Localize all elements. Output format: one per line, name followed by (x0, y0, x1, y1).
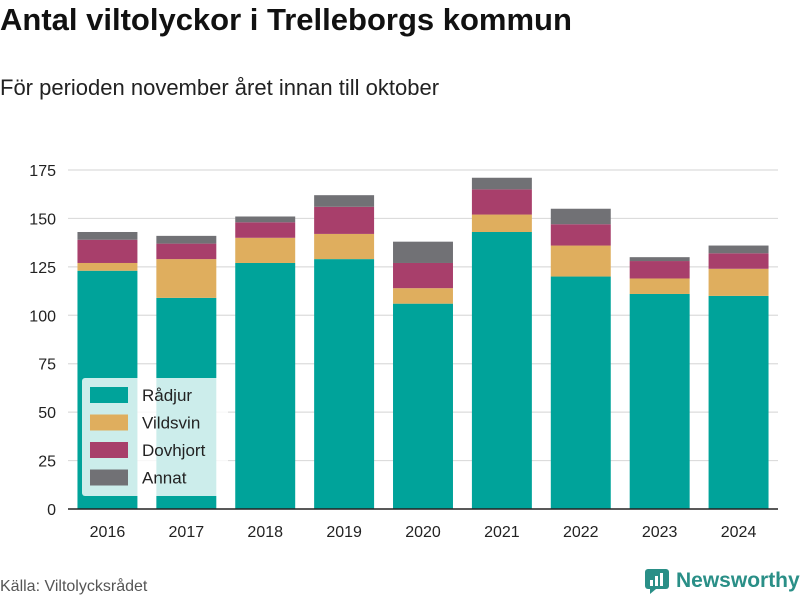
y-tick-label: 125 (29, 260, 56, 277)
bar-segment-annat (314, 195, 375, 207)
bar-segment-vildsvin (629, 278, 690, 294)
bar-segment-rådjur (550, 276, 611, 509)
bar-segment-dovhjort (629, 261, 690, 279)
bar-segment-annat (393, 241, 453, 263)
bar-segment-dovhjort (77, 239, 138, 263)
bar-segment-rådjur (629, 293, 690, 509)
bar-segment-rådjur (708, 295, 769, 509)
bar-segment-vildsvin (393, 288, 453, 304)
chart-title: Antal viltolyckor i Trelleborgs kommun (0, 2, 572, 37)
chart-subtitle: För perioden november året innan till ok… (0, 75, 440, 100)
legend-swatch-rådjur (90, 387, 128, 403)
bar-segment-vildsvin (77, 262, 138, 271)
y-tick-label: 100 (29, 308, 56, 325)
newsworthy-logo-icon (645, 569, 669, 594)
y-axis-ticks: 0 25 50 75 100 125 150 175 (29, 163, 56, 519)
x-tick-label: 2019 (326, 524, 362, 541)
bar-segment-rådjur (471, 231, 532, 509)
y-tick-label: 50 (38, 405, 56, 422)
legend-label: Annat (142, 469, 187, 488)
bar-segment-vildsvin (471, 214, 532, 232)
y-tick-label: 175 (29, 163, 56, 180)
legend-label: Vildsvin (142, 414, 200, 433)
bar-segment-dovhjort (235, 222, 296, 238)
source-note: Källa: Viltolycksrådet (0, 578, 148, 595)
bar-segment-vildsvin (550, 245, 611, 277)
brand-logo[interactable]: Newsworthy (644, 568, 800, 594)
bar-segment-vildsvin (708, 268, 769, 296)
x-tick-label: 2023 (642, 524, 678, 541)
bar-segment-dovhjort (471, 189, 532, 215)
legend-label: Dovhjort (142, 441, 206, 460)
legend-swatch-annat (90, 469, 128, 486)
bar-segment-rådjur (314, 259, 375, 509)
legend-swatch-dovhjort (90, 442, 128, 458)
y-tick-label: 0 (47, 502, 56, 519)
bar-segment-dovhjort (550, 224, 611, 246)
bar-segment-dovhjort (156, 243, 217, 260)
bar-segment-annat (235, 216, 296, 223)
bar-segment-dovhjort (314, 206, 375, 234)
bar-segment-rådjur (235, 262, 296, 509)
bar-segment-annat (471, 177, 532, 190)
x-tick-label: 2020 (405, 524, 441, 541)
brand-name: Newsworthy (676, 569, 800, 592)
bar-segment-dovhjort (393, 262, 453, 289)
y-tick-label: 75 (38, 357, 56, 374)
bar-segment-vildsvin (314, 233, 375, 260)
bar-segment-annat (156, 235, 217, 244)
x-tick-label: 2017 (169, 524, 205, 541)
x-tick-label: 2024 (721, 524, 757, 541)
bar-segment-annat (550, 208, 611, 225)
x-tick-label: 2016 (90, 524, 126, 541)
bar-segment-vildsvin (235, 237, 296, 263)
legend: Rådjur Vildsvin Dovhjort Annat (82, 378, 228, 496)
bar-segment-rådjur (393, 303, 453, 509)
x-tick-label: 2018 (247, 524, 283, 541)
y-tick-label: 150 (29, 211, 56, 228)
bar-segment-dovhjort (708, 253, 769, 269)
y-tick-label: 25 (38, 454, 56, 471)
x-axis-ticks: 2016 2017 2018 2019 2020 2021 2022 2023 2024 (90, 524, 757, 541)
bar-segment-annat (708, 245, 769, 254)
legend-label: Rådjur (142, 386, 192, 405)
legend-swatch-vildsvin (90, 414, 128, 431)
bar-segment-vildsvin (156, 259, 217, 298)
bar-segment-annat (77, 231, 138, 240)
legend-box (82, 378, 228, 496)
x-tick-label: 2021 (484, 524, 520, 541)
x-tick-label: 2022 (563, 524, 599, 541)
bar-segment-annat (629, 257, 690, 262)
